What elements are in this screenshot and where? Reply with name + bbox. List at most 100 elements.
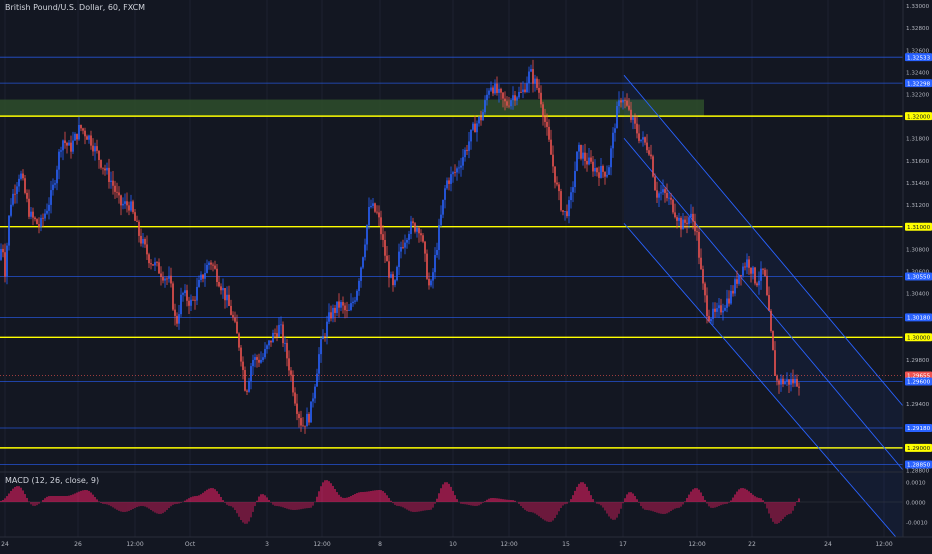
candle-body	[122, 203, 124, 206]
candle-body	[260, 359, 262, 363]
candle-body	[586, 160, 588, 165]
candle-body	[528, 71, 530, 84]
price-tag[interactable]: 1.30000	[905, 333, 932, 341]
channel-upper-line[interactable]	[623, 74, 904, 407]
candle-body	[742, 266, 744, 276]
channel-lower-line[interactable]	[623, 223, 904, 546]
candle-body	[492, 87, 494, 94]
price-tag[interactable]: 1.32000	[905, 112, 932, 120]
price-tag[interactable]: 1.28850	[905, 460, 932, 469]
candle-body	[310, 401, 312, 423]
candle-body	[542, 104, 544, 117]
candle-body	[240, 347, 242, 362]
candle-body	[530, 69, 532, 72]
candle-body	[294, 392, 296, 404]
time-axis[interactable]	[0, 537, 932, 550]
candle-body	[502, 92, 504, 99]
candle-body	[14, 193, 16, 195]
candle-body	[206, 265, 208, 273]
candle-body	[6, 245, 8, 277]
price-tag-text: 1.29000	[907, 446, 931, 452]
candle-body	[232, 314, 234, 318]
candle-body	[382, 234, 384, 240]
candle-body	[136, 220, 138, 222]
candle-body	[348, 309, 350, 311]
candle-body	[52, 184, 54, 191]
candle-body	[420, 233, 422, 236]
macd-tick-label: -0.0010	[906, 521, 928, 527]
candle-body	[698, 231, 700, 258]
candle-body	[614, 128, 616, 133]
time-tick-label: 10	[449, 541, 457, 548]
candle-body	[554, 166, 556, 183]
candle-body	[514, 95, 516, 101]
candle-body	[746, 259, 748, 268]
candle-body	[592, 161, 594, 172]
supply-zone[interactable]	[0, 99, 704, 117]
price-tag[interactable]: 1.29600	[905, 377, 932, 386]
candle-body	[366, 225, 368, 245]
candle-body	[660, 192, 662, 194]
price-tag[interactable]: 1.30550	[905, 272, 932, 281]
candle-body	[254, 357, 256, 360]
candle-body	[622, 99, 624, 103]
candle-body	[134, 212, 136, 221]
macd-indicator-label[interactable]: MACD (12, 26, close, 9)	[5, 476, 100, 485]
candle-body	[170, 275, 172, 284]
candles	[0, 59, 800, 434]
price-tag[interactable]: 1.29180	[905, 423, 932, 432]
candle-body	[754, 267, 756, 284]
candle-body	[298, 413, 300, 419]
candle-body	[246, 390, 248, 392]
candle-body	[28, 198, 30, 217]
candle-body	[608, 167, 610, 175]
candle-body	[684, 219, 686, 223]
price-tag[interactable]: 1.29000	[905, 443, 932, 452]
candle-body	[404, 242, 406, 248]
candle-body	[60, 150, 62, 152]
candle-body	[50, 190, 52, 205]
price-tag[interactable]: 1.32298	[905, 79, 932, 87]
candle-body	[418, 228, 420, 234]
candle-body	[642, 137, 644, 140]
candle-body	[242, 361, 244, 371]
candle-body	[678, 217, 680, 221]
candle-body	[268, 340, 270, 346]
candle-body	[370, 205, 372, 207]
candle-body	[680, 217, 682, 230]
price-tag[interactable]: 1.32533	[905, 53, 932, 61]
candle-body	[90, 135, 92, 146]
candle-body	[388, 261, 390, 278]
price-tag[interactable]: 1.31000	[905, 222, 932, 231]
candle-body	[118, 192, 120, 196]
candle-body	[82, 128, 84, 131]
candle-body	[594, 168, 596, 172]
candle-body	[184, 290, 186, 294]
candle-body	[372, 203, 374, 206]
channel-middle-line[interactable]	[623, 137, 904, 471]
candle-body	[524, 89, 526, 92]
candle-body	[154, 262, 156, 266]
candle-body	[578, 144, 580, 152]
candle-body	[364, 244, 366, 258]
candle-body	[22, 173, 24, 179]
candle-body	[120, 195, 122, 206]
candle-body	[728, 298, 730, 304]
candle-body	[620, 100, 622, 103]
candle-body	[648, 150, 650, 155]
candle-body	[650, 154, 652, 157]
candle-body	[124, 201, 126, 204]
candle-body	[708, 316, 710, 322]
price-tag[interactable]: 1.29655	[905, 371, 932, 380]
time-tick-label: 12:00	[126, 541, 143, 548]
candle-body	[414, 223, 416, 232]
price-tick-label: 1.29400	[906, 402, 930, 408]
price-tag[interactable]: 1.30180	[905, 313, 932, 322]
candle-body	[634, 117, 636, 124]
candle-body	[18, 178, 20, 187]
candle-body	[250, 366, 252, 382]
candle-body	[518, 91, 520, 98]
candle-body	[574, 170, 576, 188]
